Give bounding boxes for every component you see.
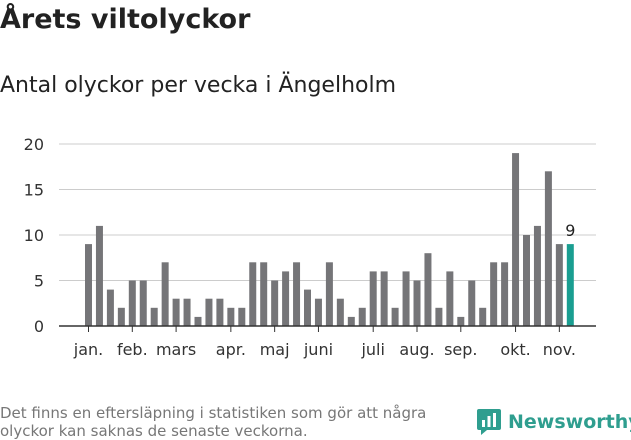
bar [501,262,509,326]
x-tick-label: sep. [444,340,477,359]
bar [544,171,552,326]
bar [238,307,246,326]
bar [227,307,235,326]
bar [139,280,147,326]
brand-name: Newsworthy [508,411,631,433]
bar-chart: 0 5 10 15 20 9 jan. feb. mars apr. maj juni juli aug.… [24,135,596,359]
bar [490,262,498,326]
chart-subtitle: Antal olyckor per vecka i Ängelholm [0,73,397,98]
bar [314,298,322,326]
bar [435,307,443,326]
x-tick-label: mars [156,340,196,359]
bar [358,307,366,326]
highlight-bar [566,244,574,326]
x-tick-label: feb. [117,340,148,359]
bar [183,298,191,326]
newsworthy-logo-icon [477,409,501,435]
y-tick-label: 20 [24,135,44,154]
bar [271,280,279,326]
bar [402,271,410,326]
bar [457,316,465,326]
bar [95,225,103,326]
bar [391,307,399,326]
y-tick-label: 0 [34,317,44,336]
bar [150,307,158,326]
bar [128,280,136,326]
x-tick-label: jan. [73,340,103,359]
bar [555,244,563,326]
x-tick-label: apr. [216,340,246,359]
x-tick-label: aug. [399,340,434,359]
bar [117,307,125,326]
x-tick-label: nov. [543,340,576,359]
bar [369,271,377,326]
bar [446,271,454,326]
bar [85,244,92,326]
bar [106,289,114,326]
bar [479,307,487,326]
bar [380,271,388,326]
bar [194,316,202,326]
bar [533,225,541,326]
bar [161,262,169,326]
bar [216,298,224,326]
bar [347,316,355,326]
y-tick-label: 5 [34,272,44,291]
y-tick-label: 15 [24,181,44,200]
bar [424,253,432,326]
x-tick-label: maj [260,340,290,359]
brand-logo: Newsworthy [476,408,631,436]
bar [325,262,333,326]
x-tick-label: juni [303,340,333,359]
highlight-data-label: 9 [565,221,575,240]
bar [512,153,520,326]
bar [304,289,311,326]
bar [249,262,257,326]
bar [293,262,301,326]
bar [468,280,476,326]
x-tick-label: juli [360,340,384,359]
bar [260,262,268,326]
bar [205,298,213,326]
chart-title: Årets viltolyckor [0,4,251,35]
bar [523,235,530,326]
y-tick-label: 10 [24,226,44,245]
bar [336,298,344,326]
bar [172,298,180,326]
bar [413,280,421,326]
x-tick-label: okt. [500,340,530,359]
footnote: Det finns en eftersläpning i statistiken… [0,404,427,440]
bar [282,271,290,326]
